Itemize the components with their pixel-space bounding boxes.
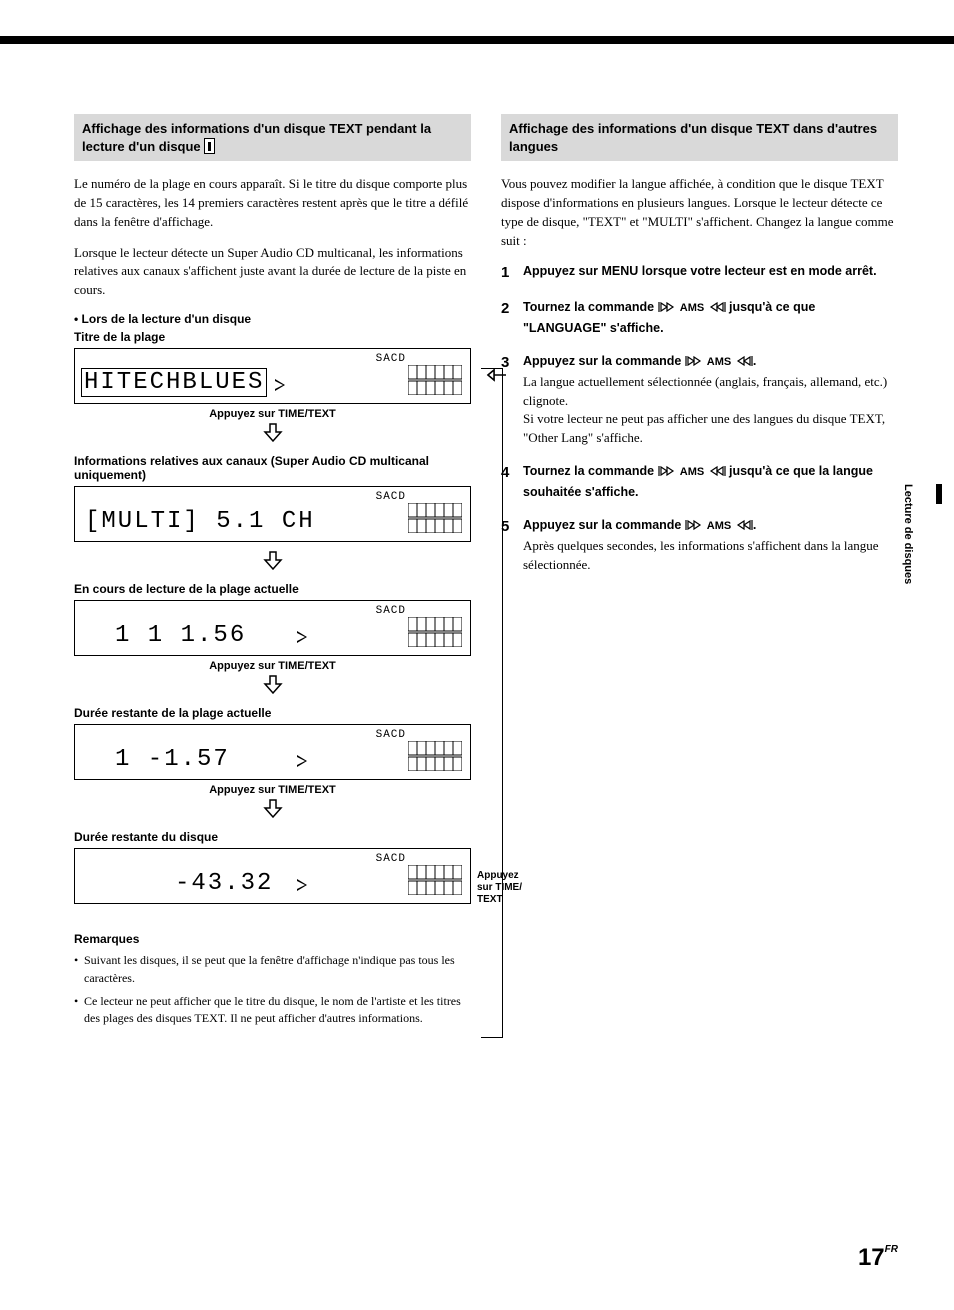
display-5-text: -43.32 [175,870,273,897]
step-3: 3 Appuyez sur la commande AMS. La langue… [501,352,898,448]
step-number: 1 [501,262,515,284]
play-icon [297,879,307,891]
left-para-2: Lorsque le lecteur détecte un Super Audi… [74,244,471,301]
step-number: 2 [501,298,515,338]
level-grid-icon [408,365,462,395]
svg-text:AMS: AMS [707,520,731,531]
step-list: 1 Appuyez sur MENU lorsque votre lecteur… [501,262,898,574]
display-panel-1: SACD HITECHBLUES [74,348,471,404]
sacd-label: SACD [376,853,406,865]
level-grid-icon [408,865,462,895]
loop-arrow-in-icon [478,363,508,387]
display-panel-3: SACD 1 1 1.56 [74,600,471,656]
note-item: Ce lecteur ne peut afficher que le titre… [74,993,471,1028]
step-2: 2 Tournez la commande AMS jusqu'à ce que… [501,298,898,338]
ams-prev-next-icon: AMS [658,300,726,319]
step-title-pre: Tournez la commande [523,300,658,314]
display-4-text: 1 -1.57 [115,746,230,773]
caption-multi: Informations relatives aux canaux (Super… [74,454,471,482]
step-1: 1 Appuyez sur MENU lorsque votre lecteur… [501,262,898,284]
ams-prev-next-icon: AMS [685,518,753,537]
right-heading: Affichage des informations d'un disque T… [501,114,898,161]
display-panel-4: SACD 1 -1.57 [74,724,471,780]
step-number: 4 [501,462,515,502]
top-bar [0,36,954,44]
down-arrow-icon [263,674,283,694]
level-grid-icon [408,617,462,647]
step-text: Après quelques secondes, les information… [523,537,898,575]
sacd-label: SACD [376,491,406,503]
page-num-suffix: FR [885,1244,898,1255]
play-icon [275,379,285,391]
notes-list: Suivant les disques, il se peut que la f… [74,952,471,1028]
display-1-text: HITECHBLUES [81,368,267,397]
svg-text:AMS: AMS [679,466,703,477]
step-title: Appuyez sur MENU lorsque votre lecteur e… [523,264,877,278]
press-time-text-1: Appuyez sur TIME/TEXT [74,408,471,420]
step-title-pre: Appuyez sur la commande [523,354,685,368]
step-title-pre: Appuyez sur la commande [523,518,685,532]
press-time-text-2: Appuyez sur TIME/TEXT [74,660,471,672]
step-5: 5 Appuyez sur la commande AMS. Après que… [501,516,898,575]
side-tab: Lecture de disques [902,484,916,604]
caption-current: En cours de lecture de la plage actuelle [74,582,471,596]
remote-icon [204,138,215,154]
sacd-label: SACD [376,605,406,617]
right-press-label: Appuyez sur TIME/ TEXT [477,870,529,906]
display-flow: SACD HITECHBLUES Appuyez sur TIME/TEXT I… [74,348,471,904]
left-para-1: Le numéro de la plage en cours apparaît.… [74,175,471,232]
level-grid-icon [408,503,462,533]
caption-remain-disc: Durée restante du disque [74,830,471,844]
step-text: La langue actuellement sélectionnée (ang… [523,373,898,448]
sacd-label: SACD [376,729,406,741]
sacd-label: SACD [376,353,406,365]
page-number: 17FR [858,1244,898,1272]
step-title-pre: Tournez la commande [523,464,658,478]
note-item: Suivant les disques, il se peut que la f… [74,952,471,987]
step-number: 5 [501,516,515,575]
left-heading-text: Affichage des informations d'un disque T… [82,121,431,154]
bullet-lecture: • Lors de la lecture d'un disque [74,312,471,326]
press-time-text-3: Appuyez sur TIME/TEXT [74,784,471,796]
page-num-value: 17 [858,1244,885,1271]
display-3-text: 1 1 1.56 [115,622,246,649]
step-title-post: . [753,354,756,368]
right-column: Affichage des informations d'un disque T… [501,114,898,1034]
left-heading: Affichage des informations d'un disque T… [74,114,471,161]
down-arrow-icon [263,798,283,818]
down-arrow-icon [263,422,283,442]
right-para: Vous pouvez modifier la langue affichée,… [501,175,898,250]
left-column: Affichage des informations d'un disque T… [74,114,471,1034]
return-loop-line [481,368,503,1038]
down-arrow-icon [263,550,283,570]
ams-prev-next-icon: AMS [658,464,726,483]
level-grid-icon [408,741,462,771]
play-icon [297,755,307,767]
step-title-post: . [753,518,756,532]
display-panel-5: SACD -43.32 [74,848,471,904]
step-4: 4 Tournez la commande AMS jusqu'à ce que… [501,462,898,502]
svg-text:AMS: AMS [707,356,731,367]
svg-text:AMS: AMS [679,302,703,313]
display-2-text: [MULTI] 5.1 CH [85,508,315,535]
caption-remain-track: Durée restante de la plage actuelle [74,706,471,720]
notes-heading: Remarques [74,932,471,946]
content-columns: Affichage des informations d'un disque T… [0,44,954,1034]
play-icon [297,631,307,643]
side-tab-text: Lecture de disques [902,484,914,584]
display-panel-2: SACD [MULTI] 5.1 CH [74,486,471,542]
ams-prev-next-icon: AMS [685,354,753,373]
caption-titre: Titre de la plage [74,330,471,344]
